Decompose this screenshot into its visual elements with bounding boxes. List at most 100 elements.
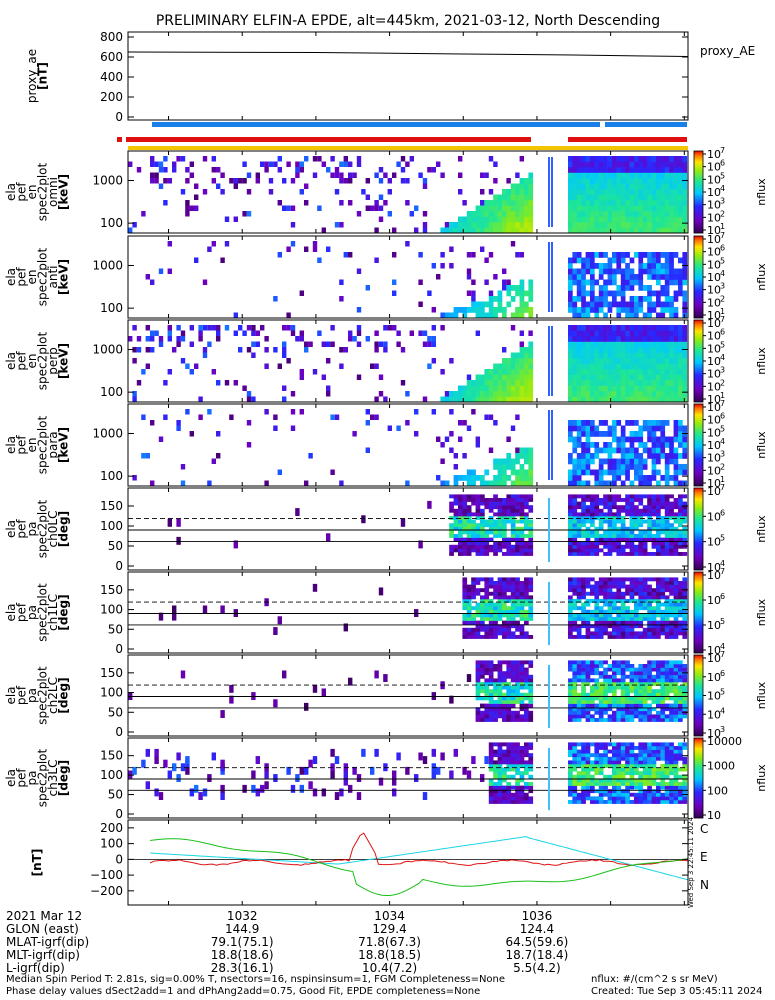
heat-cell bbox=[585, 581, 591, 585]
colorbar-step bbox=[694, 275, 703, 277]
heat-cell bbox=[634, 635, 639, 639]
heat-cell bbox=[616, 222, 622, 228]
heat-cell bbox=[629, 620, 635, 625]
colorbar-step bbox=[694, 566, 703, 568]
heat-cell bbox=[581, 263, 586, 269]
heat-cell bbox=[488, 537, 494, 542]
heat-cell bbox=[682, 301, 688, 308]
heat-cell bbox=[647, 624, 652, 629]
heat-cell bbox=[620, 703, 626, 708]
heat-cell bbox=[660, 211, 666, 217]
heat-cell bbox=[572, 606, 578, 611]
heat-cell bbox=[638, 667, 644, 672]
heat-cell bbox=[480, 606, 485, 611]
heat-cell bbox=[484, 257, 489, 263]
colorbar-step bbox=[694, 203, 703, 205]
heat-cell bbox=[669, 380, 674, 386]
heat-cell bbox=[524, 374, 529, 381]
heat-cell bbox=[607, 425, 613, 432]
heat-cell bbox=[598, 307, 604, 313]
heat-cell bbox=[607, 216, 613, 223]
heat-cell bbox=[528, 537, 534, 542]
heat-cell bbox=[590, 501, 595, 506]
colorbar-step bbox=[694, 661, 703, 663]
heat-cell bbox=[466, 617, 472, 621]
heat-cell bbox=[378, 341, 384, 347]
heat-cell bbox=[603, 667, 608, 672]
heat-cell bbox=[506, 631, 512, 636]
heat-cell bbox=[572, 508, 578, 513]
heat-cell bbox=[660, 617, 666, 621]
heat-cell bbox=[629, 442, 635, 448]
heat-cell bbox=[669, 516, 674, 520]
heat-cell bbox=[493, 464, 498, 470]
heat-cell bbox=[576, 692, 582, 697]
heat-cell bbox=[629, 599, 635, 603]
heat-cell bbox=[673, 664, 679, 668]
heat-cell bbox=[647, 494, 652, 499]
heat-cell bbox=[682, 442, 688, 448]
heat-cell bbox=[647, 431, 652, 437]
heat-cell bbox=[506, 707, 512, 712]
heat-cell bbox=[312, 246, 318, 252]
heat-cell bbox=[660, 537, 666, 542]
heat-cell bbox=[642, 508, 648, 513]
heat-cell bbox=[167, 330, 172, 336]
colorbar-step bbox=[694, 398, 703, 400]
colorbar-step bbox=[694, 470, 703, 472]
heat-cell bbox=[651, 336, 657, 342]
heat-cell bbox=[634, 707, 639, 712]
heat-cell bbox=[480, 635, 485, 639]
heat-cell bbox=[638, 714, 644, 719]
heat-cell bbox=[594, 211, 600, 217]
heat-cell bbox=[471, 211, 476, 217]
heat-cell bbox=[405, 420, 410, 426]
heat-cell bbox=[572, 660, 578, 665]
heat-cell bbox=[339, 279, 344, 285]
heat-cell bbox=[506, 627, 512, 632]
heat-cell bbox=[475, 534, 481, 538]
heat-cell bbox=[678, 178, 683, 184]
heat-cell bbox=[462, 505, 468, 510]
heat-cell bbox=[466, 602, 472, 607]
colorbar-step bbox=[694, 579, 703, 581]
heat-cell bbox=[647, 707, 652, 712]
heat-cell bbox=[625, 505, 630, 510]
heat-cell bbox=[678, 358, 683, 364]
heat-cell bbox=[308, 341, 313, 347]
heat-cell bbox=[299, 290, 304, 296]
heat-cell bbox=[656, 588, 661, 593]
heat-cell bbox=[568, 692, 573, 697]
heat-cell bbox=[625, 588, 630, 593]
heat-cell bbox=[374, 363, 379, 369]
heat-cell bbox=[629, 341, 635, 348]
colorbar-step bbox=[694, 582, 703, 584]
heat-cell bbox=[572, 696, 578, 701]
heat-cell bbox=[607, 581, 613, 585]
heat-cell bbox=[462, 519, 468, 524]
heat-cell bbox=[502, 508, 507, 513]
heat-cell bbox=[594, 660, 600, 665]
heat-cell bbox=[471, 595, 476, 600]
heat-cell bbox=[638, 425, 644, 432]
heat-cell bbox=[585, 609, 591, 614]
heat-cell bbox=[304, 246, 309, 252]
heat-cell bbox=[620, 347, 626, 353]
heat-cell bbox=[528, 475, 534, 481]
heat-cell bbox=[647, 577, 652, 582]
heat-cell bbox=[607, 194, 613, 201]
colorbar-step bbox=[694, 195, 703, 197]
heat-cell bbox=[462, 307, 468, 313]
heat-cell bbox=[678, 523, 683, 528]
heat-cell bbox=[629, 227, 635, 234]
heat-cell bbox=[616, 707, 622, 712]
colorbar-step bbox=[694, 522, 703, 524]
heat-cell bbox=[682, 602, 688, 607]
heat-cell bbox=[510, 523, 516, 528]
colorbar-step bbox=[694, 531, 703, 533]
heat-cell bbox=[449, 544, 454, 549]
heat-cell bbox=[299, 189, 304, 195]
colorbar-tick-exponent: 1 bbox=[720, 475, 725, 484]
colorbar-step bbox=[694, 153, 703, 155]
